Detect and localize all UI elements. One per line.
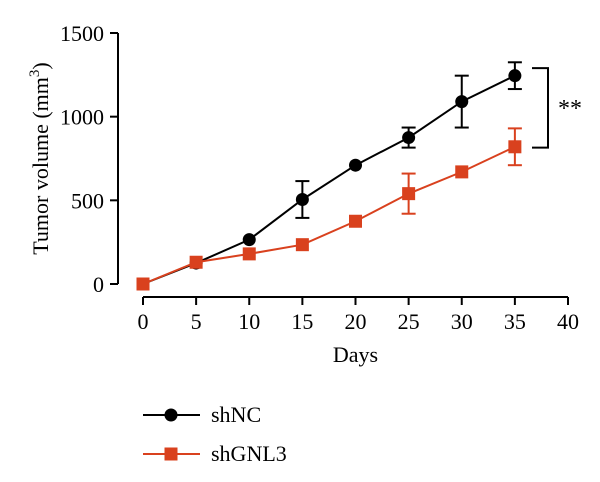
legend: shNC shGNL3 xyxy=(143,402,287,466)
x-tick-label: 30 xyxy=(451,309,473,334)
x-tick-label: 20 xyxy=(345,309,367,334)
y-axis-title-superscript: 3 xyxy=(27,70,43,78)
data-point-shNC xyxy=(242,233,256,247)
y-axis-title-close: ) xyxy=(28,62,53,69)
y-tick-label: 0 xyxy=(93,272,104,297)
series-layer xyxy=(136,61,522,291)
data-point-shGNL3 xyxy=(349,214,362,228)
x-tick-label: 0 xyxy=(138,309,149,334)
x-tick-label: 25 xyxy=(398,309,420,334)
y-tick-label: 1000 xyxy=(60,105,104,130)
data-point-shNC xyxy=(349,158,362,172)
y-axis-title-main: Tumor volume (mm xyxy=(28,77,53,255)
axes: 0 500 1000 1500 0 5 10 15 20 25 30 35 40 Days Tumor vo… xyxy=(27,21,579,367)
x-tick-label: 15 xyxy=(291,309,313,334)
data-point-shGNL3 xyxy=(136,277,150,291)
data-point-shNC xyxy=(455,95,469,109)
legend-label: shGNL3 xyxy=(211,441,287,466)
data-point-shGNL3 xyxy=(508,140,522,154)
legend-item-shNC: shNC xyxy=(143,402,261,427)
x-tick-label: 10 xyxy=(238,309,260,334)
legend-label: shNC xyxy=(211,402,261,427)
x-tick-label: 35 xyxy=(504,309,526,334)
legend-item-shGNL3: shGNL3 xyxy=(143,441,287,466)
data-point-shNC xyxy=(402,131,416,145)
significance-bracket-line xyxy=(532,67,549,149)
series-line-shNC xyxy=(142,74,516,285)
significance-bracket: ** xyxy=(532,67,582,149)
y-tick-label: 500 xyxy=(71,188,104,213)
y-axis-title: Tumor volume (mm3) xyxy=(27,62,53,254)
data-point-shGNL3 xyxy=(455,165,469,179)
x-tick-label: 40 xyxy=(557,309,579,334)
significance-label: ** xyxy=(558,96,582,122)
data-point-shGNL3 xyxy=(242,247,256,261)
legend-marker-circle xyxy=(164,408,178,422)
data-point-shNC xyxy=(295,192,309,206)
series-line-shGNL3 xyxy=(142,145,516,285)
x-axis-title: Days xyxy=(333,342,378,367)
series-shGNL3 xyxy=(136,127,522,291)
y-tick-label: 1500 xyxy=(60,21,104,46)
data-point-shGNL3 xyxy=(189,255,203,269)
legend-marker-square xyxy=(164,447,178,461)
data-point-shGNL3 xyxy=(295,238,309,252)
x-tick-label: 5 xyxy=(191,309,202,334)
series-shNC xyxy=(136,61,522,291)
data-point-shGNL3 xyxy=(402,187,416,201)
data-point-shNC xyxy=(508,69,522,83)
